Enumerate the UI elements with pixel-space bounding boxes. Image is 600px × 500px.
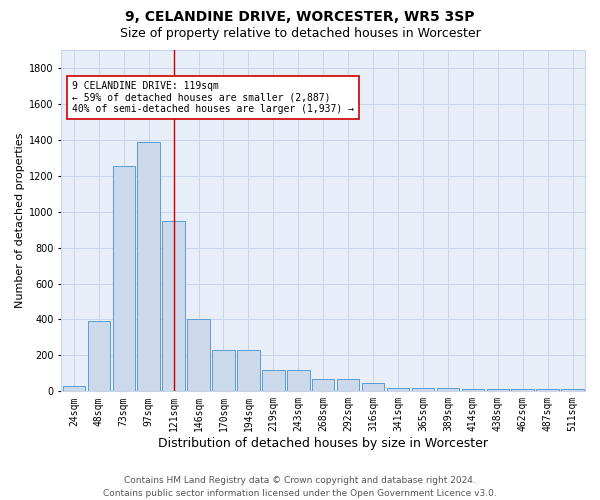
- Bar: [362, 383, 384, 392]
- Y-axis label: Number of detached properties: Number of detached properties: [15, 133, 25, 308]
- Bar: [163, 220, 185, 392]
- Bar: [412, 388, 434, 392]
- Text: Size of property relative to detached houses in Worcester: Size of property relative to detached ho…: [119, 28, 481, 40]
- Bar: [187, 320, 210, 392]
- Bar: [337, 379, 359, 392]
- Bar: [312, 379, 334, 392]
- Bar: [212, 350, 235, 392]
- Bar: [387, 388, 409, 392]
- Bar: [562, 388, 584, 392]
- Bar: [237, 350, 260, 392]
- Bar: [461, 388, 484, 392]
- Text: Contains HM Land Registry data © Crown copyright and database right 2024.
Contai: Contains HM Land Registry data © Crown c…: [103, 476, 497, 498]
- Bar: [437, 388, 459, 392]
- X-axis label: Distribution of detached houses by size in Worcester: Distribution of detached houses by size …: [158, 437, 488, 450]
- Bar: [88, 322, 110, 392]
- Bar: [487, 388, 509, 392]
- Text: 9 CELANDINE DRIVE: 119sqm
← 59% of detached houses are smaller (2,887)
40% of se: 9 CELANDINE DRIVE: 119sqm ← 59% of detac…: [72, 80, 354, 114]
- Text: 9, CELANDINE DRIVE, WORCESTER, WR5 3SP: 9, CELANDINE DRIVE, WORCESTER, WR5 3SP: [125, 10, 475, 24]
- Bar: [137, 142, 160, 392]
- Bar: [262, 370, 284, 392]
- Bar: [62, 386, 85, 392]
- Bar: [511, 388, 534, 392]
- Bar: [536, 388, 559, 392]
- Bar: [113, 166, 135, 392]
- Bar: [287, 370, 310, 392]
